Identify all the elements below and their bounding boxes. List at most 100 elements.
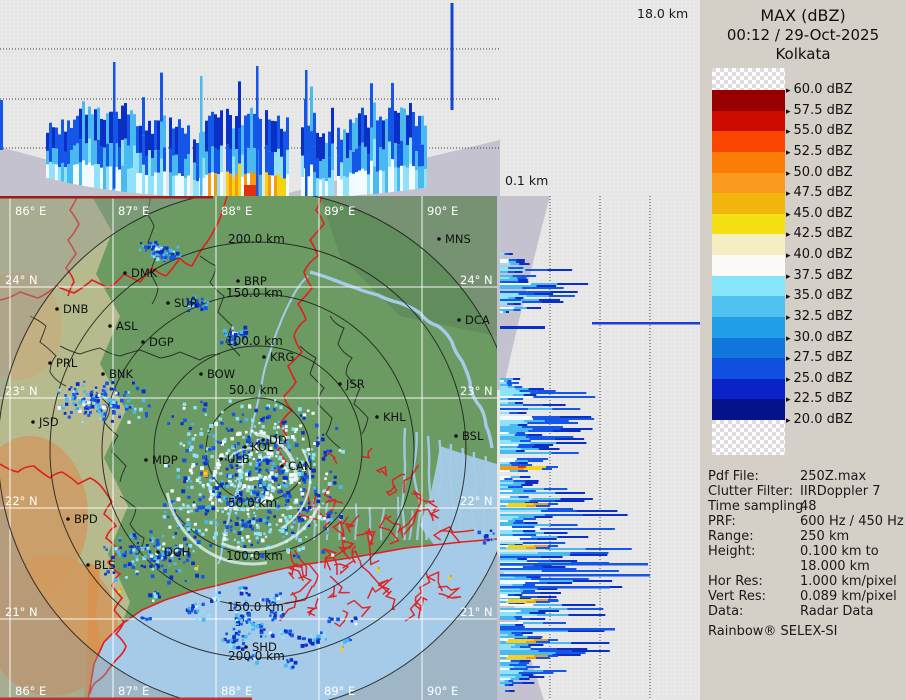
city-label-DD: DD <box>269 433 287 447</box>
legend-tick-arrow-icon: ▸ <box>786 86 791 96</box>
legend-tick-arrow-icon: ▸ <box>786 292 791 303</box>
range-ring-label: 100.0 km <box>226 334 283 348</box>
title-block: MAX (dBZ) 00:12 / 29-Oct-2025 Kolkata <box>700 6 906 64</box>
legend-level-label: ▸ 40.0 dBZ <box>786 247 853 262</box>
city-label-JSD: JSD <box>38 415 59 429</box>
legend-band <box>712 296 785 317</box>
legend-tick-arrow-icon: ▸ <box>786 374 791 385</box>
legend-level-label: ▸ 42.5 dBZ <box>786 226 853 241</box>
legend-tick-arrow-icon: ▸ <box>786 251 791 261</box>
city-label-SHD: SHD <box>252 640 277 654</box>
city-label-MNS: MNS <box>445 232 471 246</box>
range-ring-label: 150.0 km <box>227 600 284 614</box>
city-label-DGH: DGH <box>164 545 190 559</box>
range-ring-label: 100.0 km <box>226 549 283 563</box>
legend-band <box>712 358 785 379</box>
city-label-MDP: MDP <box>152 453 178 467</box>
lon-label-bottom: 88° E <box>221 684 252 698</box>
legend-band <box>712 378 785 400</box>
legend-above-max-swatch <box>712 68 785 90</box>
city-label-DMK: DMK <box>131 266 158 280</box>
legend-band <box>712 337 785 359</box>
legend-band <box>712 255 785 276</box>
city-label-DGP: DGP <box>149 335 174 349</box>
legend-level-text: 32.5 dBZ <box>793 308 853 324</box>
city-label-ULB: ULB <box>227 452 250 466</box>
ns-profile-panel <box>497 196 700 700</box>
city-label-DCA: DCA <box>465 313 490 327</box>
legend-level-label: ▸ 22.5 dBZ <box>786 391 853 406</box>
max-height-label: 18.0 km <box>637 6 689 21</box>
lat-label-left: 23° N <box>5 384 38 398</box>
city-label-PRL: PRL <box>56 356 78 370</box>
lon-label-top: 88° E <box>221 204 252 218</box>
legend-level-label: ▸ 52.5 dBZ <box>786 144 853 159</box>
legend-level-text: 20.0 dBZ <box>793 412 853 427</box>
legend-tick-arrow-icon: ▸ <box>786 416 791 426</box>
legend-level-label: ▸ 27.5 dBZ <box>786 350 853 365</box>
legend-band <box>712 213 785 235</box>
range-ring-label: 200.0 km <box>228 232 285 246</box>
legend-level-text: 55.0 dBZ <box>793 123 853 139</box>
legend-level-label: ▸ 55.0 dBZ <box>786 123 853 138</box>
legend-level-text: 27.5 dBZ <box>793 350 853 366</box>
radar-map-canvas: 200.0 km 150.0 km 100.0 km 50.0 km 50.0 km 10… <box>0 189 519 700</box>
product-datetime: 00:12 / 29-Oct-2025 <box>726 26 880 44</box>
legend-band <box>712 151 785 173</box>
city-label-BPD: BPD <box>74 512 98 526</box>
range-ring-label: 50.0 km <box>229 383 278 397</box>
city-label-BSL: BSL <box>462 429 484 443</box>
legend-level-label: ▸ 32.5 dBZ <box>786 309 853 324</box>
station-name: Kolkata <box>775 45 831 63</box>
legend-tick-arrow-icon: ▸ <box>786 312 791 323</box>
city-label-BLS: BLS <box>94 558 116 572</box>
legend-level-text: 45.0 dBZ <box>793 205 853 221</box>
legend-level-text: 35.0 dBZ <box>793 288 853 304</box>
city-label-JSR: JSR <box>345 377 365 391</box>
city-label-BNK: BNK <box>109 367 133 381</box>
legend-level-label: ▸ 45.0 dBZ <box>786 206 853 221</box>
lon-label-top: 86° E <box>15 204 46 218</box>
legend-level-label: ▸ 50.0 dBZ <box>786 165 853 180</box>
lon-label-top: 89° E <box>324 204 355 218</box>
range-ring-label: 200.0 km <box>228 649 285 663</box>
lon-label-bottom: 87° E <box>118 684 149 698</box>
legend-tick-arrow-icon: ▸ <box>786 230 791 241</box>
ew-profile-plot <box>0 3 500 199</box>
city-label-BOW: BOW <box>207 367 235 381</box>
legend-level-text: 42.5 dBZ <box>793 226 853 242</box>
legend-level-label: ▸ 37.5 dBZ <box>786 268 853 283</box>
legend-level-text: 52.5 dBZ <box>793 143 853 159</box>
legend-band <box>712 193 785 214</box>
legend-level-text: 25.0 dBZ <box>793 370 853 386</box>
lat-label-left: 22° N <box>5 494 38 508</box>
legend-level-text: 60.0 dBZ <box>793 82 853 97</box>
legend-tick-arrow-icon: ▸ <box>786 354 791 365</box>
legend-tick-arrow-icon: ▸ <box>786 147 791 158</box>
legend-band <box>712 131 785 152</box>
lat-label-right: 21° N <box>460 605 493 619</box>
legend-band <box>712 316 785 338</box>
corner-area <box>500 0 700 196</box>
legend-level-text: 30.0 dBZ <box>793 329 853 345</box>
city-label-ASL: ASL <box>116 319 138 333</box>
legend-band <box>712 399 785 420</box>
ew-profile-panel <box>0 0 500 199</box>
legend-level-text: 50.0 dBZ <box>793 164 853 180</box>
city-label-KOL: KOL <box>251 440 274 454</box>
legend-band <box>712 90 785 111</box>
ns-profile-plot <box>497 196 700 700</box>
legend-level-label: ▸ 47.5 dBZ <box>786 185 853 200</box>
legend-tick-arrow-icon: ▸ <box>786 189 791 200</box>
legend-level-label: ▸ 30.0 dBZ <box>786 330 853 345</box>
legend-band <box>712 172 785 194</box>
lat-label-right: 22° N <box>460 494 493 508</box>
legend-below-min-swatch <box>712 420 785 455</box>
city-label-KRG: KRG <box>270 350 294 364</box>
legend-level-text: 47.5 dBZ <box>793 185 853 201</box>
city-label-CAN: CAN <box>288 459 313 473</box>
city-label-BRP: BRP <box>244 274 267 288</box>
legend-level-text: 40.0 dBZ <box>793 247 853 262</box>
legend-level-text: 37.5 dBZ <box>793 267 853 283</box>
